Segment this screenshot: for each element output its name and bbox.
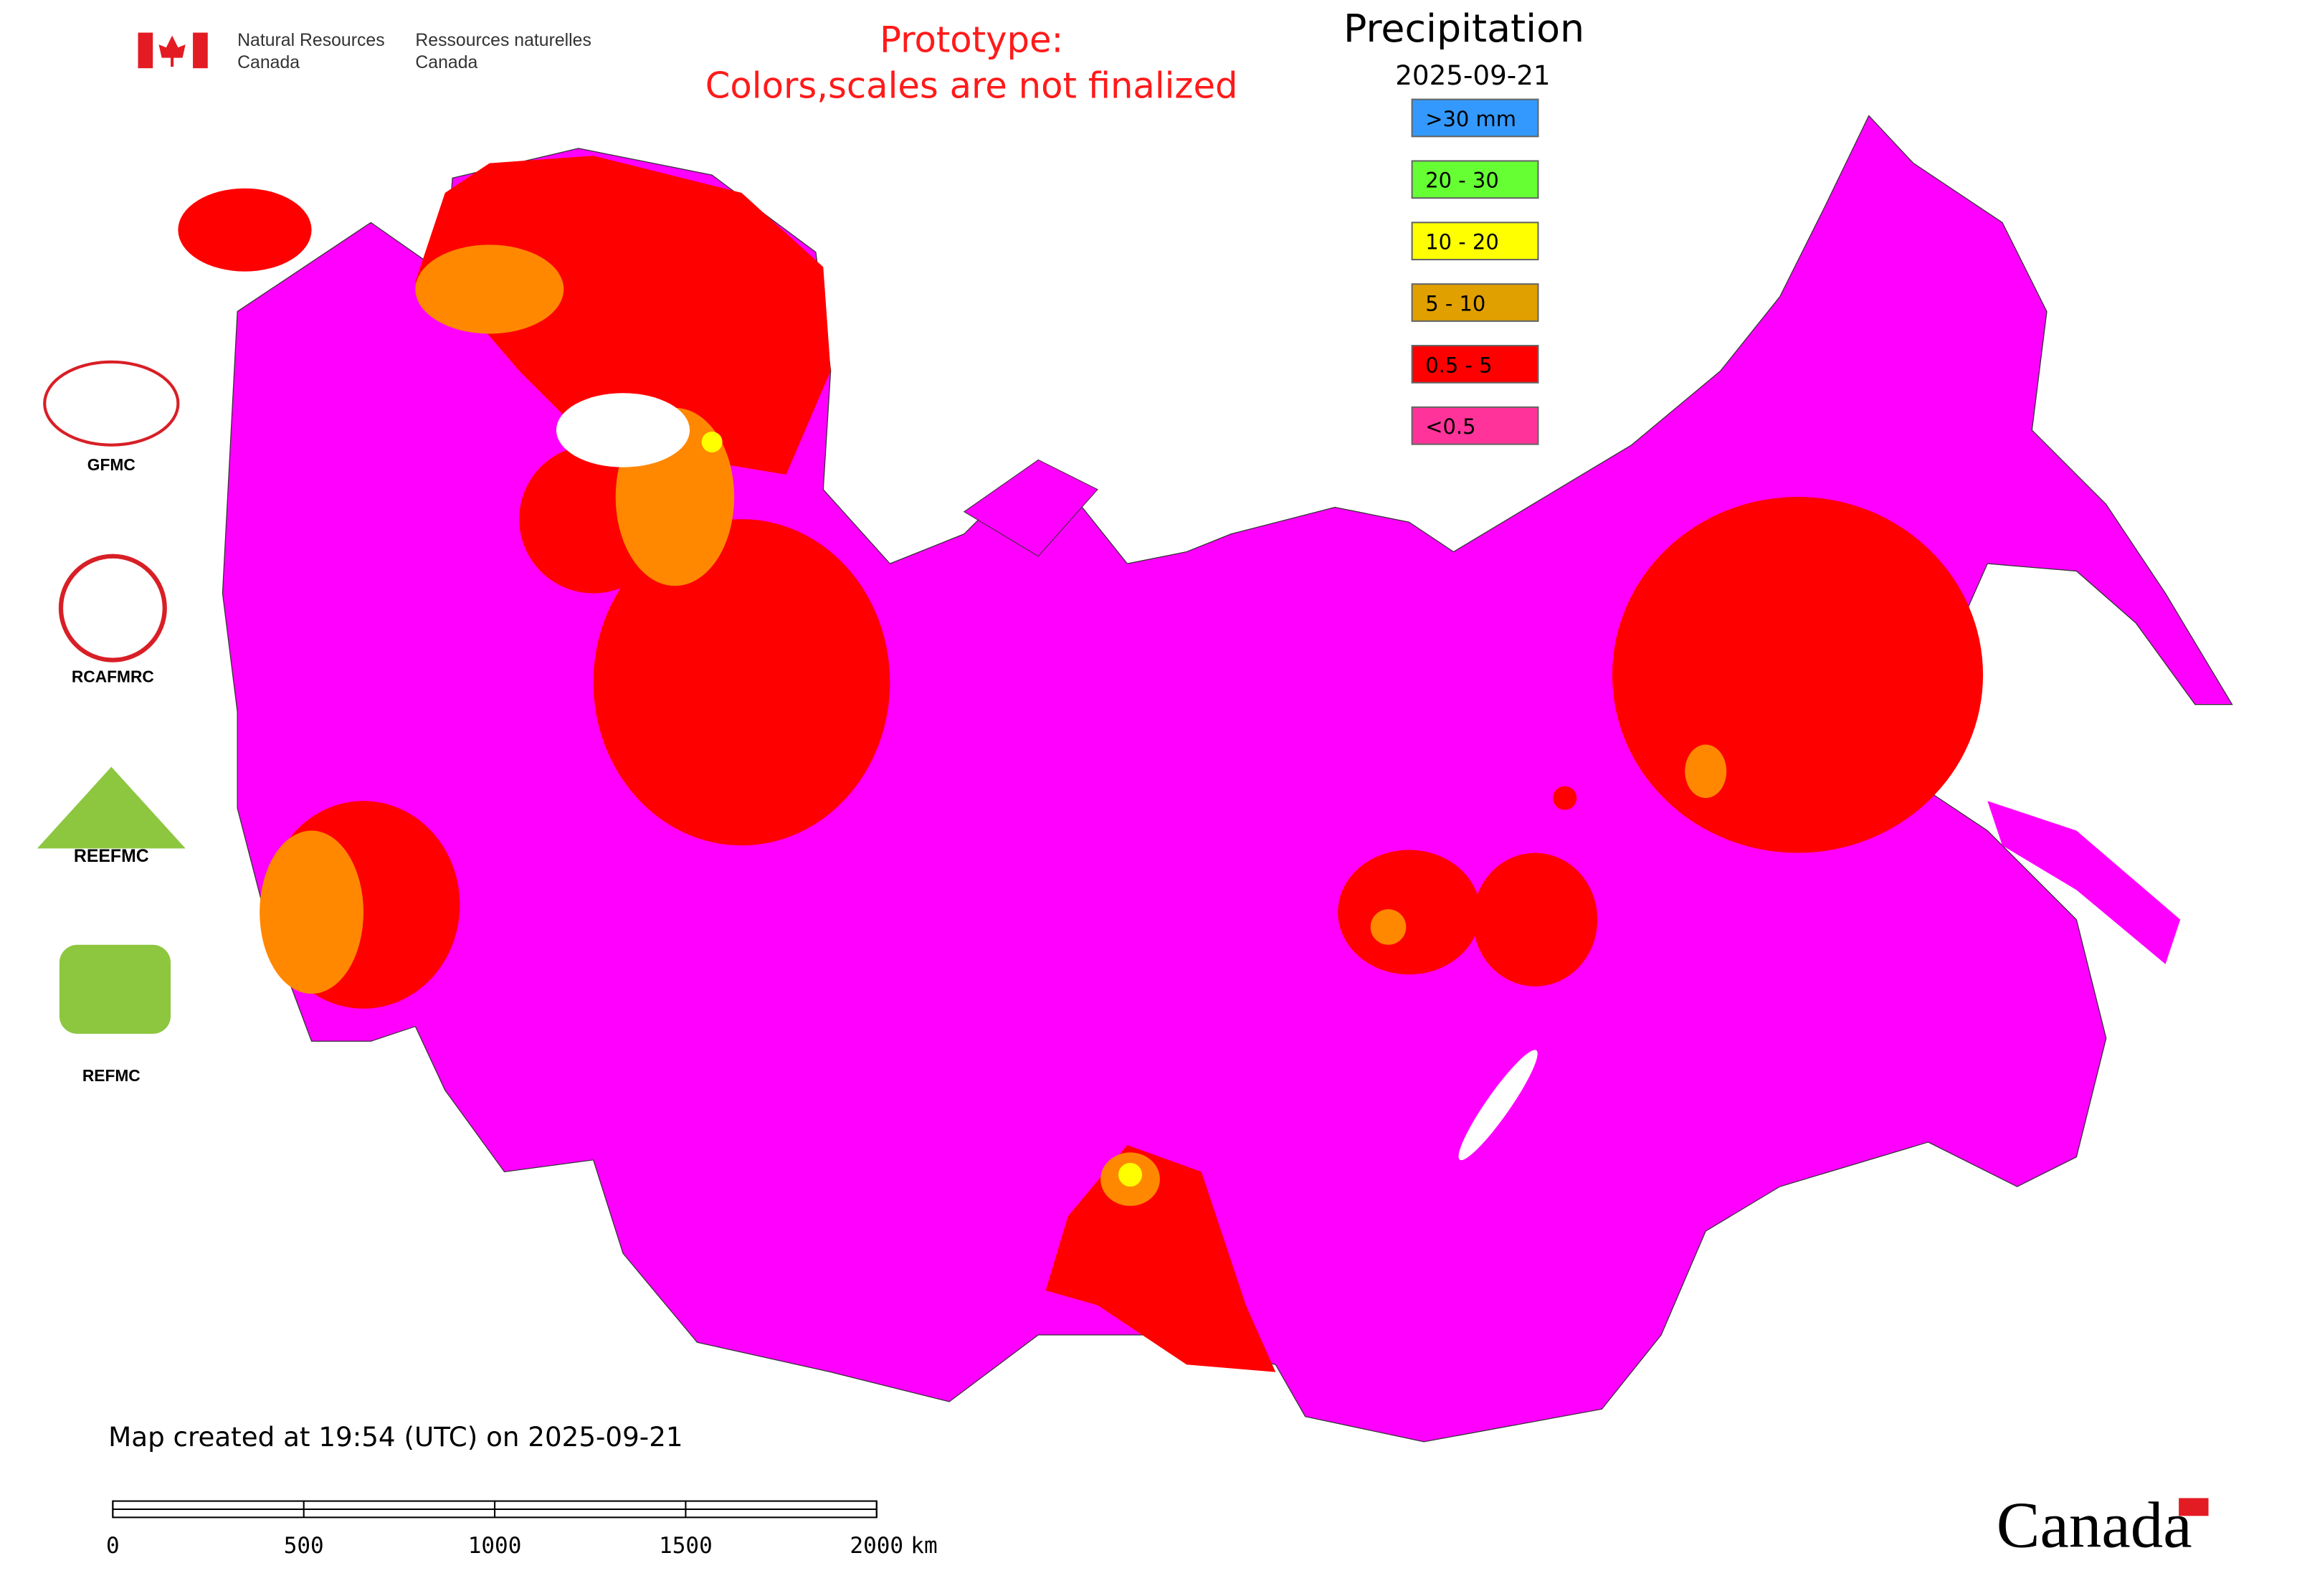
legend-label: 0.5 - 5	[1425, 353, 1492, 377]
logo-label: RCAFMRC	[72, 668, 154, 686]
legend-swatch	[1411, 98, 1539, 138]
created-note: Map created at 19:54 (UTC) on 2025-09-21	[108, 1421, 682, 1453]
logos: GFMC RCAFMRC REEFMC REFMC	[37, 360, 186, 1085]
scale-unit: km	[910, 1533, 937, 1559]
legend-date: 2025-09-21	[1395, 60, 1550, 91]
scale-label: 0	[106, 1533, 120, 1559]
legend-label: 20 - 30	[1425, 168, 1499, 193]
wordmark: Canada	[1997, 1489, 2192, 1562]
legend-swatch	[1411, 344, 1539, 384]
nrcan-signature: Natural Resources Canada Ressources natu…	[138, 31, 591, 72]
notice: Prototype:	[880, 19, 1063, 60]
scale-label: 500	[284, 1533, 324, 1559]
legend-swatch	[1411, 406, 1539, 445]
legend-swatch	[1411, 160, 1539, 199]
legend-label: <0.5	[1425, 414, 1475, 439]
legend-swatch	[1411, 283, 1539, 322]
org-en: Natural Resources	[237, 31, 384, 50]
map	[178, 115, 2233, 1443]
scale-bar: 0 500 1000 1500 2000 km	[106, 1500, 938, 1559]
org-en: Canada	[237, 53, 300, 72]
legend-label: >30 mm	[1425, 107, 1516, 131]
logo-label: REEFMC	[74, 847, 149, 866]
legend-label: 5 - 10	[1425, 291, 1485, 315]
notice: Colors,scales are not finalized	[705, 65, 1238, 107]
scale-label: 1000	[468, 1533, 522, 1559]
legend-label: 10 - 20	[1425, 230, 1499, 255]
legend: >30 mm 20 - 30 10 - 20 5 - 10 0.5 - 5 <0.5	[1411, 98, 1539, 445]
canada-wordmark: Canada	[1997, 1489, 2209, 1562]
legend-title: Precipitation	[1343, 6, 1584, 51]
scale-label: 1500	[659, 1533, 713, 1559]
org-fr: Canada	[415, 53, 477, 72]
legend-swatch	[1411, 222, 1539, 261]
scale-label: 2000	[850, 1533, 903, 1559]
logo-label: REFMC	[82, 1066, 141, 1085]
logo-label: GFMC	[87, 455, 135, 474]
org-fr: Ressources naturelles	[415, 31, 591, 50]
